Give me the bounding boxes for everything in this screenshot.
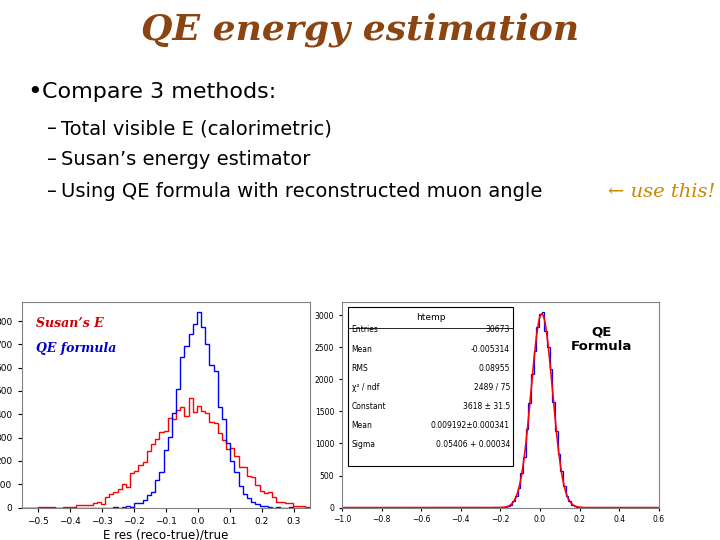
Text: Constant: Constant	[351, 402, 386, 411]
Text: Mean: Mean	[351, 421, 372, 430]
Text: Entries: Entries	[351, 326, 379, 334]
Text: htemp: htemp	[416, 312, 446, 321]
X-axis label: E res (reco-true)/true: E res (reco-true)/true	[103, 529, 228, 540]
Text: QE
Formula: QE Formula	[571, 325, 632, 353]
Text: RMS: RMS	[351, 363, 368, 373]
Text: •: •	[27, 80, 42, 104]
Text: χ² / ndf: χ² / ndf	[351, 383, 379, 391]
Text: ← use this!: ← use this!	[608, 183, 716, 201]
Text: 0.08955: 0.08955	[478, 363, 510, 373]
Text: Sigma: Sigma	[351, 440, 376, 449]
Text: –: –	[47, 182, 57, 201]
Text: QE energy estimation: QE energy estimation	[141, 12, 579, 47]
FancyBboxPatch shape	[348, 307, 513, 467]
Text: 0.05406 + 0.00034: 0.05406 + 0.00034	[436, 440, 510, 449]
Text: Compare 3 methods:: Compare 3 methods:	[42, 82, 276, 102]
Text: 30673: 30673	[485, 326, 510, 334]
Text: 2489 / 75: 2489 / 75	[474, 383, 510, 391]
Text: Mean: Mean	[351, 345, 372, 354]
Text: -0.005314: -0.005314	[471, 345, 510, 354]
Text: –: –	[47, 119, 57, 138]
Text: 3618 ± 31.5: 3618 ± 31.5	[463, 402, 510, 411]
Text: Susan’s energy estimator: Susan’s energy estimator	[61, 150, 310, 169]
Text: 0.009192±0.000341: 0.009192±0.000341	[431, 421, 510, 430]
Text: QE formula: QE formula	[36, 342, 117, 355]
Text: –: –	[47, 150, 57, 169]
Text: Using QE formula with reconstructed muon angle: Using QE formula with reconstructed muon…	[61, 182, 543, 201]
Text: Susan’s E: Susan’s E	[36, 317, 104, 330]
Text: htemp: htemp	[416, 313, 446, 322]
Text: Total visible E (calorimetric): Total visible E (calorimetric)	[61, 119, 332, 138]
